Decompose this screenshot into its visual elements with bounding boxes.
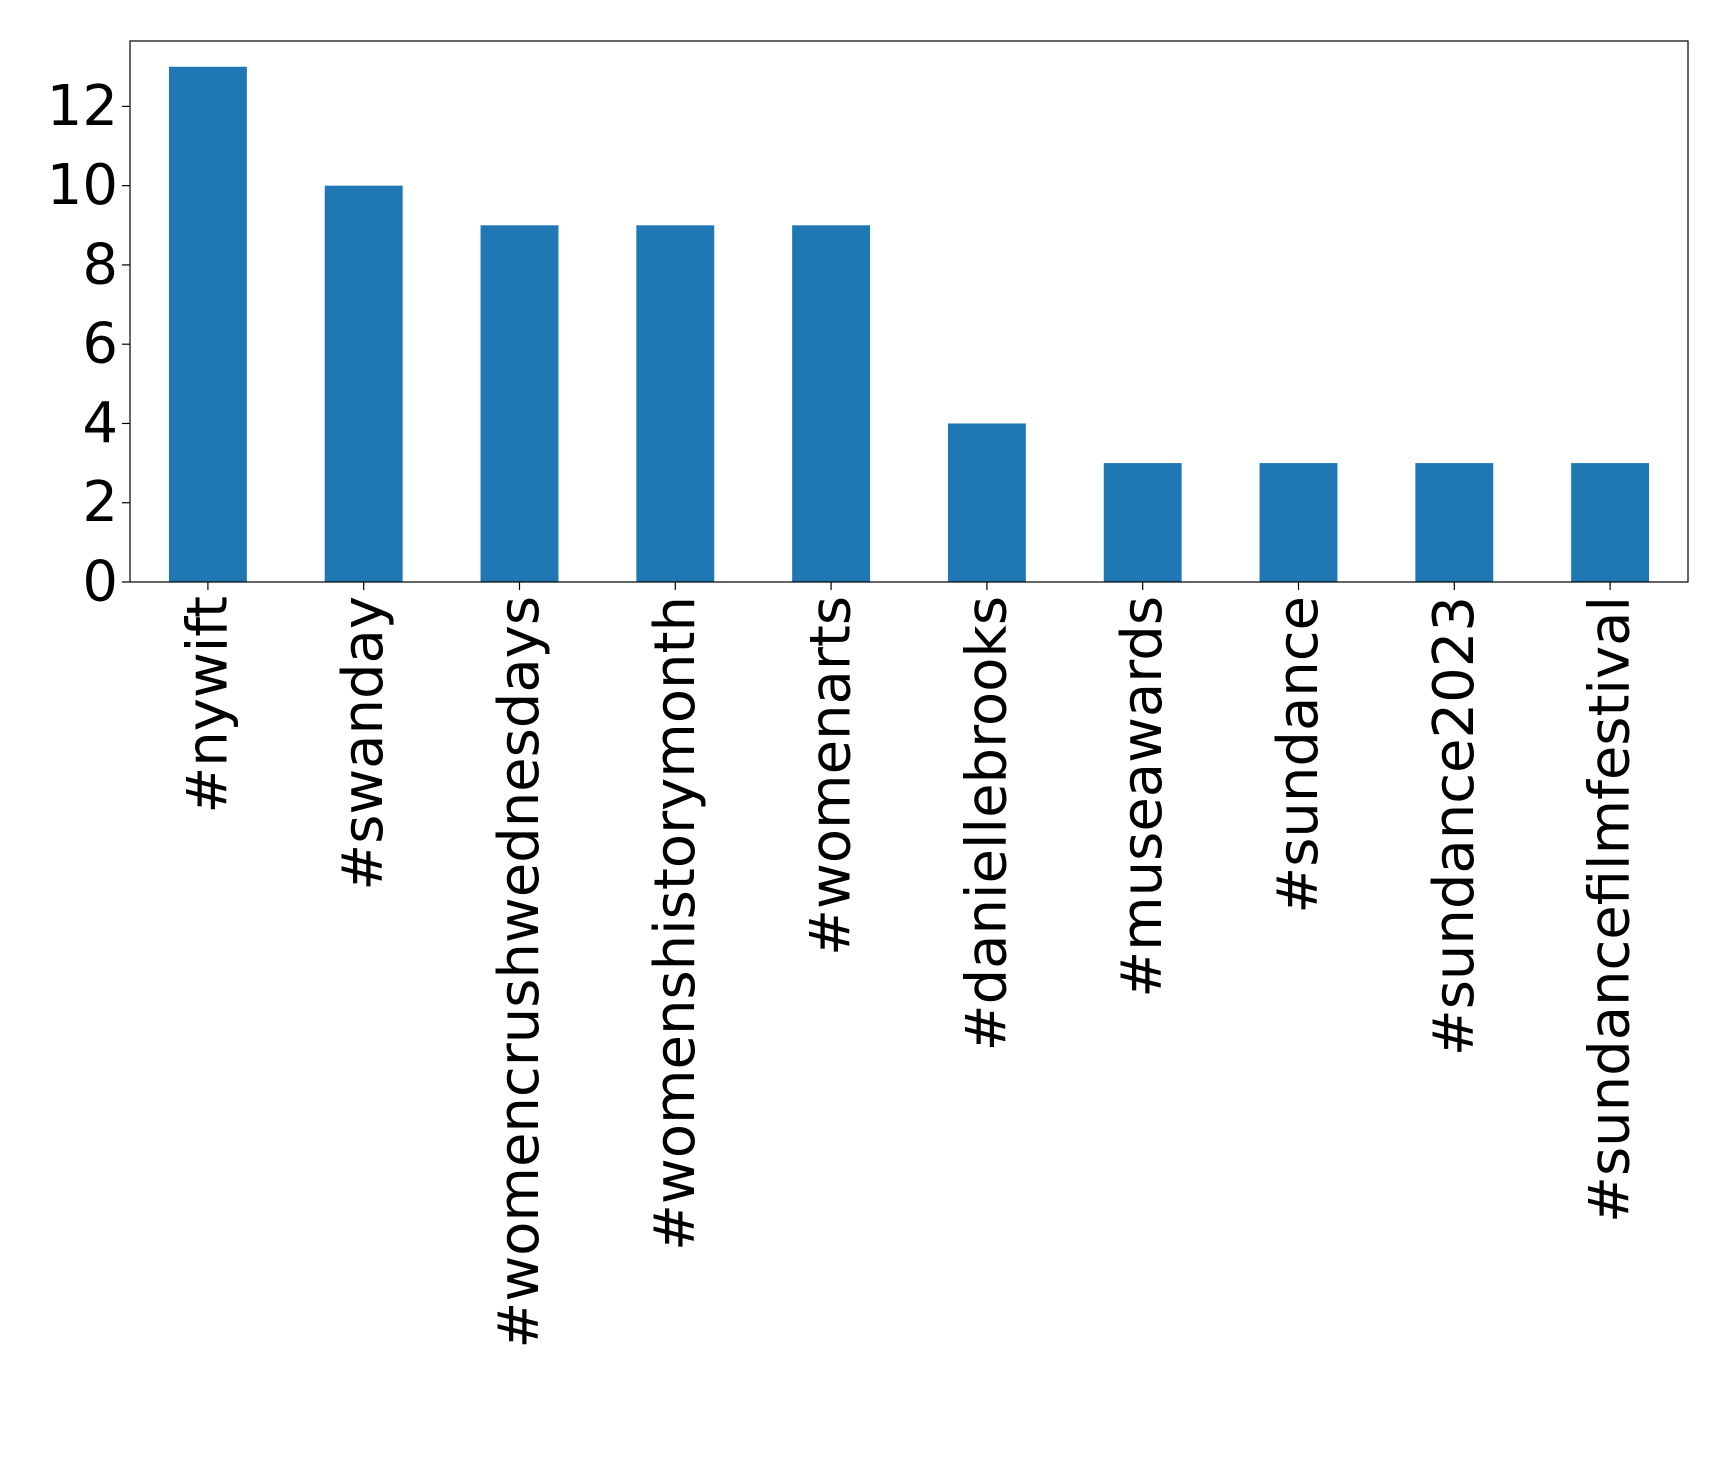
x-tick-label: #womencrushwednesdays <box>487 596 552 1349</box>
y-axis: 0 2 4 6 8 10 12 <box>47 74 130 615</box>
x-tick-label: #sundance <box>1266 596 1331 914</box>
bar-series <box>168 66 1650 583</box>
x-tick-label: #sundancefilmfestival <box>1578 596 1643 1223</box>
y-tick-label: 2 <box>82 470 118 535</box>
bar-daniellebrooks <box>947 423 1026 582</box>
y-tick-label: 6 <box>82 312 118 377</box>
x-tick-label: #womenshistorymonth <box>643 596 708 1251</box>
x-tick-label: #daniellebrooks <box>954 596 1019 1051</box>
bar-museawards <box>1103 463 1182 582</box>
x-tick-label: #womenarts <box>799 596 864 956</box>
y-tick-label: 12 <box>47 74 118 139</box>
bar-sundance <box>1259 463 1338 582</box>
plot-frame <box>129 40 1689 583</box>
bar-swanday <box>324 185 403 582</box>
y-tick-label: 10 <box>47 153 118 218</box>
x-tick-label: #museawards <box>1110 596 1175 998</box>
bar-sundancefilmfestival <box>1571 463 1650 582</box>
bar-womenarts <box>792 225 871 583</box>
bar-womenshistorymonth <box>636 225 715 583</box>
bar-womencrushwednesdays <box>480 225 559 583</box>
x-tick-label: #swanday <box>331 596 396 891</box>
x-tick-label: #nywift <box>175 596 240 814</box>
bar-nywift <box>168 66 247 582</box>
x-axis: #nywift #swanday #womencrushwednesdays #wom… <box>175 582 1643 1349</box>
bar-sundance2023 <box>1415 463 1494 582</box>
y-tick-label: 8 <box>82 232 118 297</box>
x-tick-label: #sundance2023 <box>1422 596 1487 1056</box>
y-tick-label: 4 <box>82 391 118 456</box>
y-tick-label: 0 <box>82 550 118 615</box>
